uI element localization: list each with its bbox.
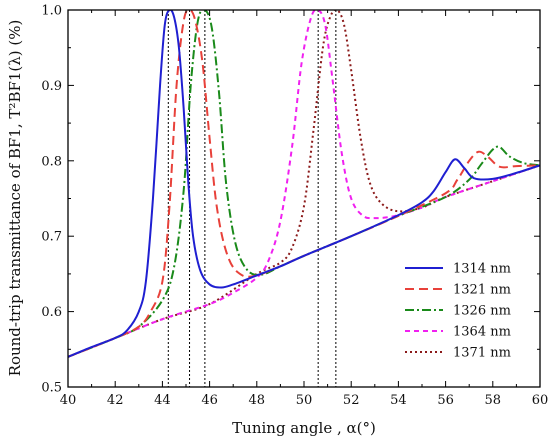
series-line-1314-nm [68,10,540,358]
x-axis-ticks: 40 42 44 46 48 50 52 54 56 58 60 [60,10,549,408]
x-axis-label: Tuning angle , α(°) [232,419,376,437]
x-tick-label: 46 [201,393,218,408]
series-line-1371-nm [68,10,540,358]
x-tick-label: 48 [249,393,266,408]
series-lines [68,10,540,358]
legend-label: 1321 nm [453,283,511,298]
legend-label: 1326 nm [453,304,511,319]
legend-label: 1314 nm [453,262,511,277]
x-tick-label: 44 [154,393,171,408]
x-tick-label: 58 [485,393,502,408]
legend-label: 1371 nm [453,346,511,361]
y-axis-ticks: 0.5 0.6 0.7 0.8 0.9 1.0 [41,4,540,396]
y-tick-label: 0.6 [41,305,62,320]
vertical-marker-lines [167,10,337,387]
x-tick-label: 52 [343,393,360,408]
y-tick-label: 0.5 [41,381,62,396]
legend-label: 1364 nm [453,325,511,340]
x-tick-label: 56 [437,393,454,408]
y-axis-label: Round-trip transmittance of BF1, T²BF1(λ… [6,20,24,377]
series-line-1364-nm [68,10,540,358]
x-tick-label: 60 [532,393,549,408]
x-tick-label: 42 [107,393,124,408]
x-tick-label: 40 [60,393,77,408]
y-tick-label: 0.8 [41,154,62,169]
x-tick-label: 50 [296,393,313,408]
y-tick-label: 0.9 [41,79,62,94]
y-tick-label: 0.7 [41,230,62,245]
series-line-1326-nm [68,10,540,358]
x-tick-label: 54 [390,393,407,408]
legend: 1314 nm 1321 nm 1326 nm 1364 nm 1371 nm [405,262,511,361]
series-line-1321-nm [68,10,540,358]
y-tick-label: 1.0 [41,4,62,19]
